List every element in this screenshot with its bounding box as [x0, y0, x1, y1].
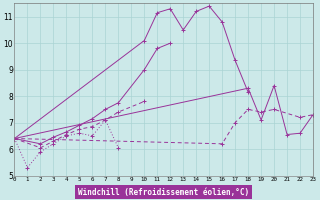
X-axis label: Windchill (Refroidissement éolien,°C): Windchill (Refroidissement éolien,°C)	[78, 188, 249, 197]
